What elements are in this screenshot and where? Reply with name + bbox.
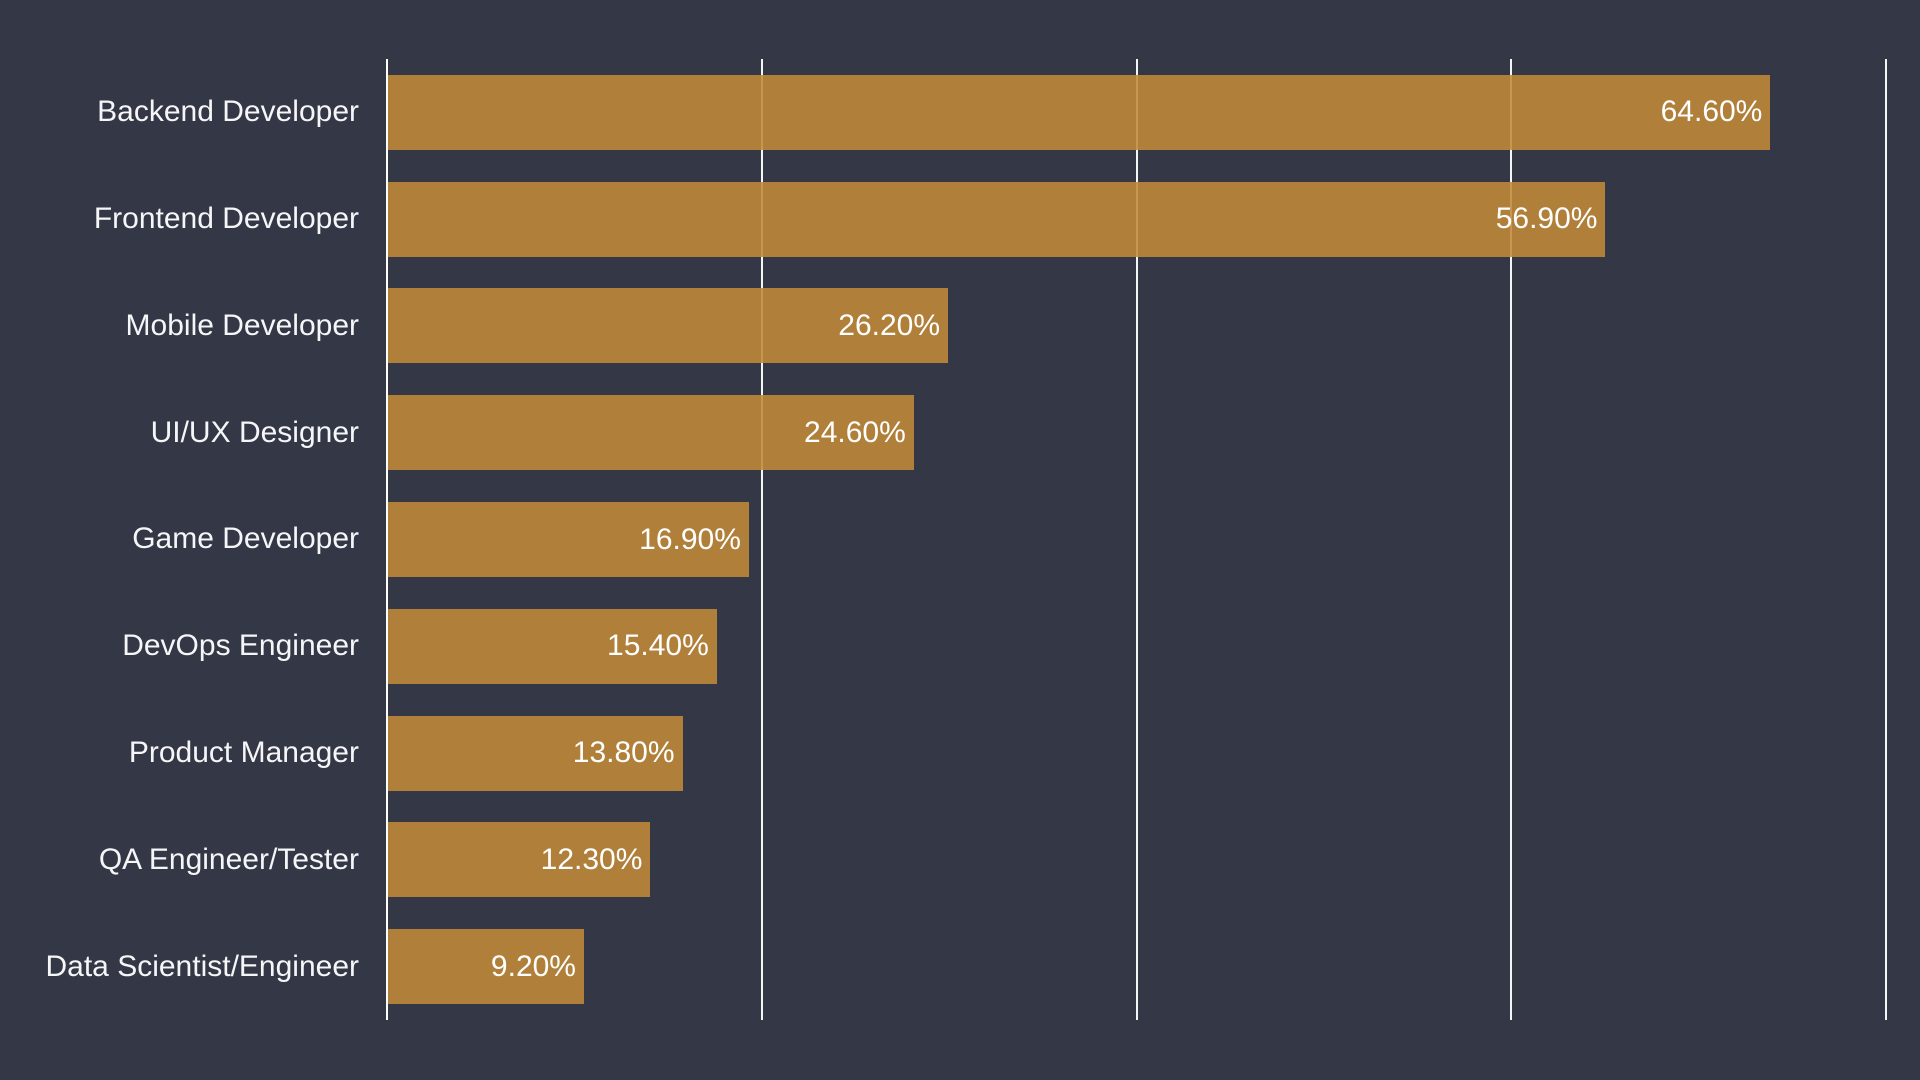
value-label: 56.90% [1495,202,1598,236]
bar[interactable]: 24.60% [388,395,914,471]
value-label: 16.90% [639,522,741,556]
bar[interactable]: 56.90% [388,181,1606,257]
bar[interactable]: 12.30% [388,822,651,898]
value-label: 26.20% [838,308,941,342]
bar[interactable]: 9.20% [388,929,584,1005]
category-label: Product Manager [128,736,359,770]
value-label: 15.40% [607,629,709,663]
category-label: Game Developer [132,522,359,556]
category-label: Backend Developer [97,95,359,129]
value-label: 12.30% [540,842,643,876]
bar[interactable]: 16.90% [388,502,749,577]
category-label: QA Engineer/Tester [98,842,359,876]
bar[interactable]: 15.40% [388,608,717,684]
category-label: Frontend Developer [93,202,359,236]
category-label: DevOps Engineer [122,629,359,663]
category-label: UI/UX Designer [150,415,359,449]
bar[interactable]: 13.80% [388,715,683,791]
value-label: 64.60% [1660,95,1763,129]
bar[interactable]: 26.20% [388,288,949,364]
value-label: 24.60% [804,415,906,449]
bar[interactable]: 64.60% [388,74,1771,150]
value-label: 13.80% [572,736,675,770]
y-axis-line [385,59,388,1020]
gridline [760,59,763,1020]
gridline [1885,59,1887,1020]
gridline [1135,59,1138,1020]
value-label: 9.20% [490,949,576,983]
gridline [1510,59,1513,1020]
category-label: Mobile Developer [125,308,359,342]
category-label: Data Scientist/Engineer [45,949,359,983]
